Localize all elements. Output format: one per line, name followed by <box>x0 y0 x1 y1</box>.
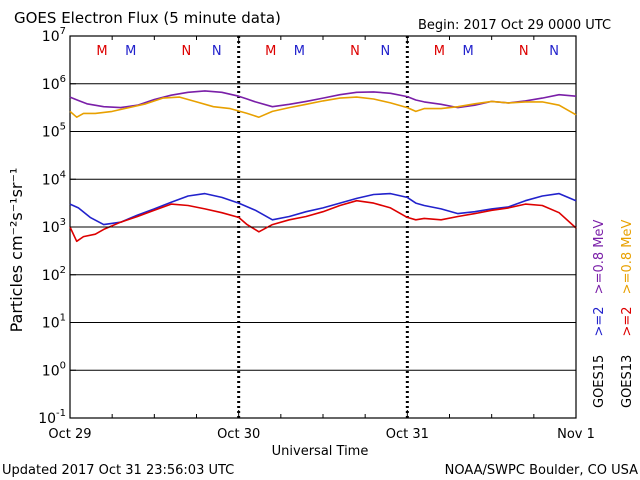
credit-text: NOAA/SWPC Boulder, CO USA <box>445 463 638 478</box>
y-tick-label: 103 <box>42 217 66 236</box>
x-tick-labels: Oct 29 Oct 30 Oct 31 Nov 1 <box>48 427 594 442</box>
legend-goes13-low: >=0.8 MeV <box>620 220 635 295</box>
y-tick-label: 106 <box>42 74 66 93</box>
series-line-1 <box>69 96 577 118</box>
y-tick-label: 102 <box>42 265 66 284</box>
legend-goes13: GOES13 >=2 >=0.8 MeV <box>620 220 635 408</box>
marker-label: N <box>519 44 529 59</box>
marker-label: N <box>212 44 222 59</box>
series-line-0 <box>69 90 577 109</box>
marker-label: N <box>381 44 391 59</box>
marker-label: N <box>549 44 559 59</box>
series-group <box>69 90 577 243</box>
svg-text:GOES15 >=2 >=0.8 M: GOES15 >=2 >=0.8 MeV <box>592 220 607 408</box>
y-tick-labels: 107 106 105 104 103 102 101 100 10-1 <box>38 26 76 427</box>
x-tick-label: Oct 31 <box>386 427 429 442</box>
x-axis-label: Universal Time <box>272 444 369 459</box>
legend-goes15: GOES15 >=2 >=0.8 MeV <box>592 220 607 408</box>
marker-label: N <box>182 44 192 59</box>
svg-text:GOES13 >=2 >=0.8 M: GOES13 >=2 >=0.8 MeV <box>620 220 635 408</box>
x-tick-label: Nov 1 <box>557 427 595 442</box>
y-tick-label: 100 <box>42 360 66 379</box>
marker-label: M <box>265 44 276 59</box>
legend-goes13-label: GOES13 <box>620 355 635 408</box>
marker-label: M <box>294 44 305 59</box>
series-line-3 <box>69 199 577 243</box>
marker-label: M <box>125 44 136 59</box>
updated-timestamp: Updated 2017 Oct 31 23:56:03 UTC <box>2 463 234 478</box>
y-tick-label: 10-1 <box>38 408 66 427</box>
y-tick-label: 107 <box>42 26 66 45</box>
marker-label: M <box>434 44 445 59</box>
legend-goes15-low: >=0.8 MeV <box>592 220 607 295</box>
legend-goes13-high: >=2 <box>620 306 635 336</box>
marker-label: N <box>350 44 360 59</box>
y-tick-label: 105 <box>42 122 66 141</box>
chart-title: GOES Electron Flux (5 minute data) <box>14 9 281 27</box>
series-line-2 <box>69 192 577 226</box>
marker-label: M <box>462 44 473 59</box>
legend-goes15-label: GOES15 <box>592 355 607 408</box>
x-tick-label: Oct 29 <box>48 427 91 442</box>
legend-goes15-high: >=2 <box>592 306 607 336</box>
y-axis-label: Particles cm⁻²s⁻¹sr⁻¹ <box>7 168 26 333</box>
begin-label: Begin: 2017 Oct 29 0000 UTC <box>418 18 611 33</box>
x-tick-label: Oct 30 <box>217 427 260 442</box>
y-tick-label: 104 <box>42 169 66 188</box>
y-tick-label: 101 <box>42 313 66 332</box>
marker-label: M <box>96 44 107 59</box>
